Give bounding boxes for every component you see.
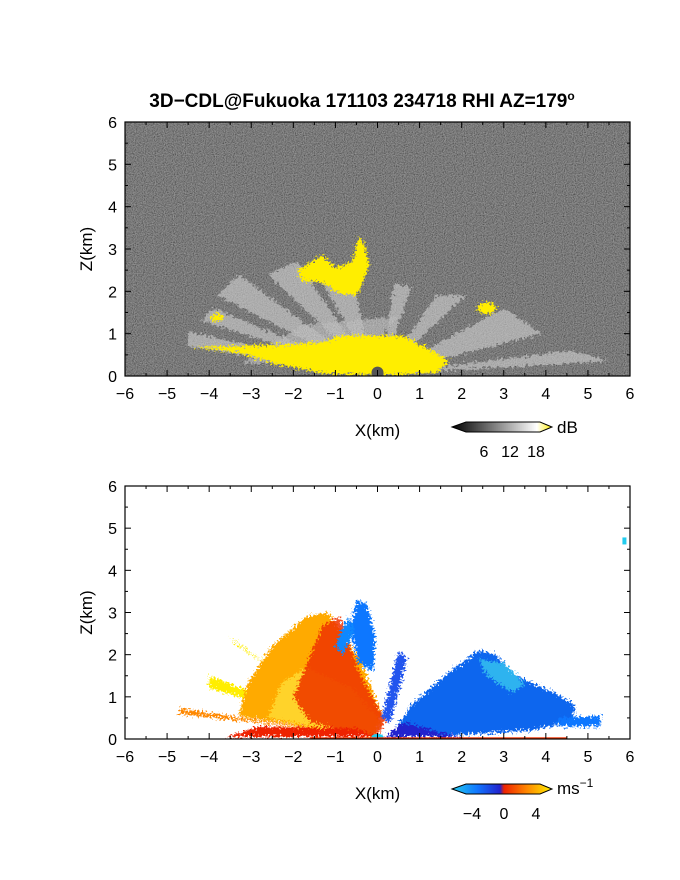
x-tick-label: 1 bbox=[415, 749, 424, 766]
ground-line bbox=[310, 737, 567, 739]
ground-echo bbox=[192, 335, 450, 376]
x-tick-label: 2 bbox=[457, 386, 466, 403]
colorbar-tick: −4 bbox=[463, 806, 481, 823]
y-tick-label: 6 bbox=[108, 115, 117, 132]
y-tick-label: 1 bbox=[108, 690, 117, 707]
x-tick-label: 6 bbox=[626, 749, 635, 766]
x-tick-label: 2 bbox=[457, 749, 466, 766]
x-tick-label: −3 bbox=[242, 386, 260, 403]
chart-title: 3D−CDL@Fukuoka 171103 234718 RHI AZ=179o bbox=[149, 89, 574, 112]
x-tick-label: −1 bbox=[326, 386, 344, 403]
velocity-features bbox=[179, 537, 627, 739]
velocity-colorbar: ms−1 −4 0 4 bbox=[450, 776, 594, 823]
x-tick-label: 4 bbox=[541, 386, 550, 403]
reflectivity-panel: −6 −5 −4 −3 −2 −1 0 1 2 3 4 5 6 0 1 2 3 4 5 6 X(km) Z(km) bbox=[77, 115, 635, 440]
y-tick-label: 0 bbox=[108, 369, 117, 386]
x-tick-label: 0 bbox=[373, 386, 382, 403]
aloft-echo bbox=[297, 236, 370, 296]
x-tick-label: 6 bbox=[626, 386, 635, 403]
x-tick-label: 1 bbox=[415, 386, 424, 403]
x-tick-label: −2 bbox=[284, 749, 302, 766]
x-tick-label: −6 bbox=[116, 386, 134, 403]
colorbar-tick: 4 bbox=[532, 806, 541, 823]
updraft-column bbox=[350, 599, 376, 672]
colorbar-tick: 0 bbox=[500, 806, 509, 823]
velocity-streak bbox=[558, 715, 601, 727]
velocity-core bbox=[226, 726, 378, 737]
colorbar-tick: 18 bbox=[527, 444, 545, 461]
y-tick-label: 2 bbox=[108, 648, 117, 665]
x-tick-label: 5 bbox=[583, 386, 592, 403]
y-tick-label: 1 bbox=[108, 327, 117, 344]
x-tick-label: −6 bbox=[116, 749, 134, 766]
y-tick-label: 5 bbox=[108, 157, 117, 174]
west-echo bbox=[211, 313, 224, 322]
x-axis-label: X(km) bbox=[355, 784, 400, 803]
colorbar-tick: 12 bbox=[501, 444, 519, 461]
approaching-flow bbox=[335, 599, 601, 739]
colorbar-bar bbox=[450, 783, 554, 795]
y-axis-label: Z(km) bbox=[77, 227, 96, 271]
east-echo bbox=[477, 302, 496, 315]
x-tick-label: 0 bbox=[373, 749, 382, 766]
x-tick-label: −5 bbox=[158, 386, 176, 403]
x-tick-label: −4 bbox=[200, 749, 218, 766]
velocity-streak bbox=[335, 616, 355, 655]
echo-features bbox=[188, 236, 609, 376]
y-tick-label: 3 bbox=[108, 606, 117, 623]
colorbar-unit: dB bbox=[557, 418, 578, 437]
velocity-core bbox=[385, 722, 462, 739]
velocity-wedge bbox=[390, 650, 576, 737]
x-tick-label: 3 bbox=[499, 386, 508, 403]
y-tick-label: 4 bbox=[108, 563, 117, 580]
x-tick-label: 4 bbox=[541, 749, 550, 766]
velocity-streak bbox=[381, 650, 407, 723]
x-axis-label: X(km) bbox=[355, 421, 400, 440]
y-tick-label: 0 bbox=[108, 732, 117, 749]
x-tick-label: −5 bbox=[158, 749, 176, 766]
x-tick-label: −3 bbox=[242, 749, 260, 766]
x-tick-label: −1 bbox=[326, 749, 344, 766]
x-tick-label: 3 bbox=[499, 749, 508, 766]
y-axis-label: Z(km) bbox=[77, 590, 96, 634]
x-tick-label: −4 bbox=[200, 386, 218, 403]
colorbar-bar bbox=[450, 421, 554, 433]
velocity-panel: −6 −5 −4 −3 −2 −1 0 1 2 3 4 5 6 0 1 2 3 4 5 6 X(km) Z(km) bbox=[77, 479, 635, 803]
y-tick-label: 4 bbox=[108, 200, 117, 217]
isolated-echo bbox=[622, 537, 627, 545]
velocity-core bbox=[293, 616, 386, 739]
colorbar-tick: 6 bbox=[480, 444, 489, 461]
colorbar-unit: ms−1 bbox=[557, 776, 594, 798]
x-tick-label: 5 bbox=[583, 749, 592, 766]
reflectivity-colorbar: dB 6 12 18 bbox=[450, 418, 578, 461]
y-tick-label: 2 bbox=[108, 284, 117, 301]
velocity-streak bbox=[478, 658, 525, 693]
x-tick-label: −2 bbox=[284, 386, 302, 403]
strong-echoes bbox=[192, 236, 496, 376]
y-tick-label: 6 bbox=[108, 479, 117, 496]
velocity-streak bbox=[179, 708, 370, 737]
y-tick-label: 5 bbox=[108, 521, 117, 538]
y-tick-label: 3 bbox=[108, 242, 117, 259]
